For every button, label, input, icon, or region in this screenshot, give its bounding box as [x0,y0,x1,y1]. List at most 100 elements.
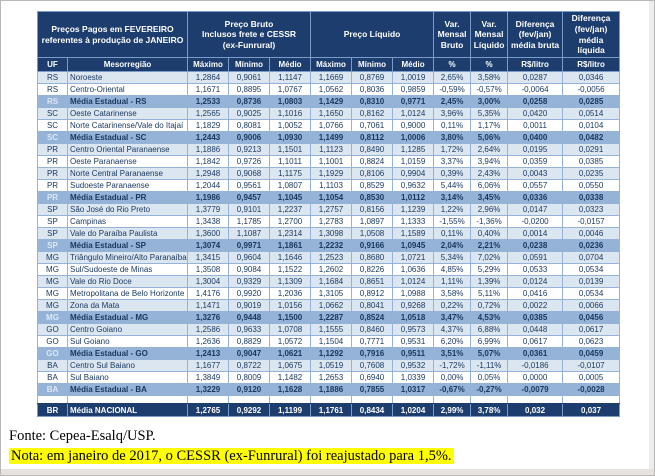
value-cell: 1,1684 [310,275,353,288]
value-cell: 1,0112 [392,191,435,204]
col-mesorregiao: Mesorregião [67,57,188,72]
table-row: PR Norte Central Paranaense 1,2948 0,9068 1,… [37,167,621,180]
value-cell: 1,3229 [187,383,229,396]
state-average-row: SC Média Estadual - SC 1,2443 0,9006 1,0930 1… [37,131,621,144]
value-cell: 0,8722 [228,359,270,372]
value-cell: 0,9726 [228,155,270,168]
state-average-row: SP Média Estadual - SP 1,3074 0,9971 1,1861 1… [37,239,621,252]
header-var-mensal-liquido: Var. Mensal Líquido [470,11,509,58]
value-cell: 0,9859 [392,83,435,96]
value-cell: 0,8895 [228,83,270,96]
value-cell: 0,8680 [351,251,394,264]
value-cell: 0,0534 [562,287,621,300]
uf-cell: BA [37,383,68,396]
value-cell: 1,1333 [392,215,435,228]
value-cell: 1,3600 [187,227,229,240]
state-average-row: RS Média Estadual - RS 1,2533 0,8736 1,0803 1… [37,95,621,108]
table-row: RS Noroeste 1,2864 0,9061 1,1147 1,1669 0,8769… [37,71,621,84]
value-cell: 0,9632 [392,179,435,192]
mesorregiao-cell: Sul/Sudoeste de Minas [67,263,188,276]
value-cell: 0,8041 [351,299,394,312]
value-cell: 3,37% [433,155,472,168]
uf-cell: SP [37,239,68,252]
value-cell: 1,4176 [187,287,229,300]
table-row: GO Sul Goiano 1,2636 0,8829 1,0572 1,1504 0,77… [37,335,621,348]
value-cell: 0,00% [433,371,472,384]
milk-price-table: Preços Pagos em FEVEREIRO referentes à p… [37,11,621,417]
value-cell: 0,9084 [228,263,270,276]
value-cell: 1,0204 [392,403,435,417]
value-cell: 6,88% [470,323,509,336]
value-cell: 0,9329 [228,275,270,288]
value-cell: 1,0124 [392,275,435,288]
value-cell: 1,1669 [310,71,353,84]
value-cell: 2,64% [470,143,509,156]
value-cell: 1,2700 [268,215,312,228]
value-cell: 1,2757 [310,203,353,216]
col-maximo-liquido: Máximo [310,57,353,72]
value-cell: 0,037 [562,403,621,417]
value-cell: 0,9904 [392,167,435,180]
value-cell: 0,0416 [507,287,564,300]
value-cell: 0,8036 [351,83,394,96]
value-cell: 0,0623 [562,335,621,348]
value-cell: 1,1522 [268,263,312,276]
value-cell: 1,2864 [187,71,229,84]
value-cell: 1,2036 [268,287,312,300]
table-row: SC Oeste Catarinense 1,2565 0,9025 1,1016 1,1… [37,107,621,120]
value-cell: 4,37% [433,323,472,336]
value-cell: 0,9068 [228,167,270,180]
value-cell: 1,2232 [310,239,353,252]
value-cell: 0,9213 [228,143,270,156]
value-cell: 4,85% [433,263,472,276]
value-cell: -0,27% [470,383,509,396]
value-cell: 1,2237 [268,203,312,216]
value-cell: 0,0533 [507,263,564,276]
value-cell: 2,45% [433,95,472,108]
value-cell: 0,0385 [507,311,564,324]
value-cell: 1,0006 [392,131,435,144]
value-cell: 2,96% [470,203,509,216]
value-cell: 1,1429 [310,95,353,108]
uf-cell: MG [37,263,68,276]
value-cell: 0,0514 [562,107,621,120]
value-cell: 0,0285 [562,95,621,108]
value-cell: 1,0508 [351,227,394,240]
cessr-note: Nota: em janeiro de 2017, o CESSR (ex-Fu… [9,447,454,467]
value-cell: 0,0448 [507,323,564,336]
table-row: GO Centro Goiano 1,2586 0,9633 1,0708 1,1555 0… [37,323,621,336]
value-cell: 1,1929 [310,167,353,180]
value-cell: 0,0456 [562,311,621,324]
value-cell: -0,0186 [507,359,564,372]
value-cell: 1,2565 [187,107,229,120]
uf-cell: GO [37,347,68,360]
price-table-container: Preços Pagos em FEVEREIRO referentes à p… [37,11,621,417]
value-cell: 0,9120 [228,383,270,396]
mesorregiao-cell: Sul Baiano [67,371,188,384]
value-cell: 1,0708 [268,323,312,336]
value-cell: 1,1199 [268,403,312,417]
value-cell: 1,1555 [310,323,353,336]
table-row: SP São José do Rio Preto 1,3779 0,9101 1,223… [37,203,621,216]
value-cell: 0,0336 [507,191,564,204]
table-row: SP Vale do Paraíba Paulista 1,3600 1,1087 1,… [37,227,621,240]
footer: Fonte: Cepea-Esalq/USP. Nota: em janeiro… [9,427,454,466]
value-cell: 2,43% [470,167,509,180]
uf-cell: MG [37,287,68,300]
state-average-row: PR Média Estadual - PR 1,1986 0,9457 1,1045 1… [37,191,621,204]
mesorregiao-cell: Vale do Paraíba Paulista [67,227,188,240]
value-cell: 1,1986 [187,191,229,204]
value-cell: 0,0005 [562,371,621,384]
value-cell: 1,11% [433,275,472,288]
value-cell: -0,0200 [507,215,564,228]
value-cell: 0,9025 [228,107,270,120]
uf-cell: MG [37,275,68,288]
value-cell: 1,1482 [268,371,312,384]
mesorregiao-cell: Zona da Mata [67,299,188,312]
cessr-note-highlight: Nota: em janeiro de 2017, o CESSR (ex-Fu… [9,447,454,464]
value-cell: 6,06% [470,179,509,192]
spacer-cell [470,395,509,404]
value-cell: 1,22% [433,203,472,216]
value-cell: 0,9047 [228,347,270,360]
value-cell: 0,0534 [562,263,621,276]
